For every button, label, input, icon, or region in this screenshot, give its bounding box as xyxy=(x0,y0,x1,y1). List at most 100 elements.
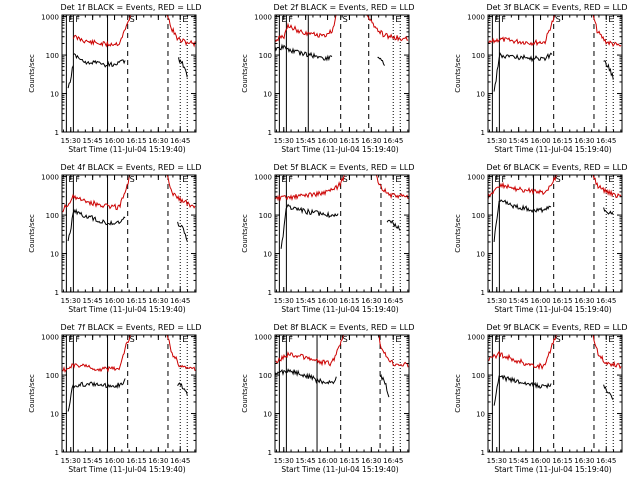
x-tick-label: 15:45 xyxy=(296,297,316,305)
y-axis-label: Counts/sec xyxy=(454,54,462,93)
y-tick-label: 1000 xyxy=(41,174,59,182)
x-tick-label: 15:30 xyxy=(61,137,81,145)
y-tick-label: 100 xyxy=(259,372,272,380)
x-tick-label: 16:00 xyxy=(104,457,124,465)
y-tick-label: 100 xyxy=(259,52,272,60)
y-tick-label: 100 xyxy=(472,212,485,220)
x-axis-label: Start Time (11-Jul-04 15:19:40) xyxy=(494,465,611,474)
lld-series-line xyxy=(62,175,196,213)
x-tick-label: 15:45 xyxy=(83,297,103,305)
y-tick-label: 10 xyxy=(263,91,272,99)
x-tick-label: 15:30 xyxy=(61,457,81,465)
x-tick-label: 16:15 xyxy=(339,457,359,465)
time-marker-label: S xyxy=(343,15,348,24)
detector-panel: Det 4f BLACK = Events, RED = LLDEFSE1101… xyxy=(28,163,202,314)
y-tick-label: 100 xyxy=(259,212,272,220)
y-tick-label: 10 xyxy=(476,411,485,419)
y-axis-label: Counts/sec xyxy=(28,54,36,93)
events-series-line xyxy=(493,374,552,406)
lld-series-line xyxy=(488,335,622,371)
x-tick-label: 16:30 xyxy=(148,297,168,305)
x-tick-label: 16:00 xyxy=(104,297,124,305)
plot-frame xyxy=(274,334,410,453)
y-tick-label: 10 xyxy=(476,251,485,259)
events-series-line xyxy=(177,382,188,396)
chart-title: Det 3f BLACK = Events, RED = LLD xyxy=(486,3,627,12)
chart-title: Det 8f BLACK = Events, RED = LLD xyxy=(273,323,414,332)
events-series-line xyxy=(73,53,126,68)
x-tick-label: 16:45 xyxy=(170,457,190,465)
y-tick-label: 10 xyxy=(263,411,272,419)
y-tick-label: 10 xyxy=(50,411,59,419)
y-tick-label: 1 xyxy=(268,289,272,297)
x-axis-label: Start Time (11-Jul-04 15:19:40) xyxy=(281,305,398,314)
chart-title: Det 4f BLACK = Events, RED = LLD xyxy=(60,163,201,172)
y-tick-label: 100 xyxy=(46,372,59,380)
detector-panel: Det 2f BLACK = Events, RED = LLDEFSE1101… xyxy=(241,3,415,154)
x-tick-label: 16:30 xyxy=(574,137,594,145)
x-tick-label: 15:45 xyxy=(296,457,316,465)
detector-panel: Det 1f BLACK = Events, RED = LLDEFSE1101… xyxy=(28,3,202,154)
x-tick-label: 15:30 xyxy=(61,297,81,305)
events-series-line xyxy=(603,384,614,401)
y-axis-label: Counts/sec xyxy=(241,54,249,93)
x-tick-label: 15:45 xyxy=(83,457,103,465)
events-series-line xyxy=(67,378,126,412)
x-tick-label: 16:00 xyxy=(530,457,550,465)
x-tick-label: 16:00 xyxy=(530,137,550,145)
y-tick-label: 1 xyxy=(481,289,485,297)
time-marker-label: S xyxy=(556,335,561,344)
time-marker-label: E xyxy=(608,175,613,184)
y-tick-label: 1 xyxy=(481,129,485,137)
x-tick-label: 16:45 xyxy=(383,137,403,145)
y-tick-label: 10 xyxy=(50,91,59,99)
chart-title: Det 6f BLACK = Events, RED = LLD xyxy=(486,163,627,172)
events-series-line xyxy=(275,368,337,385)
lld-series-line xyxy=(488,15,622,47)
detector-panel: Det 9f BLACK = Events, RED = LLDEFSE1101… xyxy=(454,323,628,474)
plot-frame xyxy=(61,14,197,133)
y-tick-label: 1 xyxy=(268,129,272,137)
chart-title: Det 2f BLACK = Events, RED = LLD xyxy=(273,3,414,12)
x-tick-label: 16:30 xyxy=(574,457,594,465)
y-tick-label: 1000 xyxy=(467,334,485,342)
time-marker-label: S xyxy=(130,15,135,24)
y-tick-label: 1000 xyxy=(41,334,59,342)
x-tick-label: 15:45 xyxy=(509,137,529,145)
x-axis-label: Start Time (11-Jul-04 15:19:40) xyxy=(68,465,185,474)
chart-title: Det 5f BLACK = Events, RED = LLD xyxy=(273,163,414,172)
y-axis-label: Counts/sec xyxy=(241,214,249,253)
events-series-line xyxy=(603,60,614,80)
y-axis-label: Counts/sec xyxy=(28,374,36,413)
y-tick-label: 100 xyxy=(472,372,485,380)
time-marker-label: F xyxy=(75,335,80,344)
x-tick-label: 16:15 xyxy=(552,137,572,145)
time-marker-label: S xyxy=(343,335,348,344)
x-tick-label: 16:30 xyxy=(361,457,381,465)
x-tick-label: 15:30 xyxy=(274,457,294,465)
time-marker-label: E xyxy=(395,15,400,24)
x-axis-label: Start Time (11-Jul-04 15:19:40) xyxy=(68,145,185,154)
y-axis-label: Counts/sec xyxy=(28,214,36,253)
x-tick-label: 16:15 xyxy=(126,457,146,465)
lld-series-line xyxy=(488,175,622,200)
x-axis-label: Start Time (11-Jul-04 15:19:40) xyxy=(68,305,185,314)
y-tick-label: 100 xyxy=(472,52,485,60)
x-tick-label: 15:30 xyxy=(487,297,507,305)
x-axis-label: Start Time (11-Jul-04 15:19:40) xyxy=(494,145,611,154)
x-axis-label: Start Time (11-Jul-04 15:19:40) xyxy=(281,465,398,474)
x-tick-label: 16:45 xyxy=(170,297,190,305)
y-tick-label: 1 xyxy=(55,129,59,137)
plot-frame xyxy=(61,174,197,293)
time-marker-label: E xyxy=(182,335,187,344)
y-tick-label: 1000 xyxy=(467,174,485,182)
x-tick-label: 16:45 xyxy=(596,137,616,145)
lld-series-line xyxy=(62,335,196,373)
x-tick-label: 16:00 xyxy=(317,297,337,305)
x-tick-label: 16:15 xyxy=(126,297,146,305)
lld-series-line xyxy=(275,175,409,202)
y-tick-label: 100 xyxy=(46,212,59,220)
x-tick-label: 15:30 xyxy=(487,137,507,145)
time-marker-label: E xyxy=(608,335,613,344)
events-series-line xyxy=(379,373,390,398)
